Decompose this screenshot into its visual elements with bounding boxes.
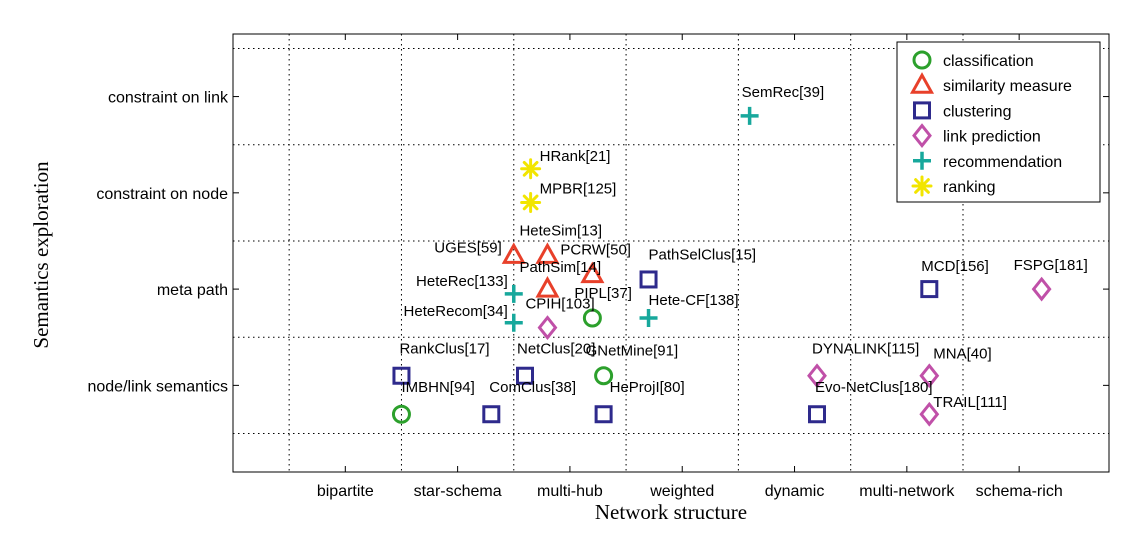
data-point-diamond — [539, 318, 555, 338]
data-point-label: SemRec[39] — [742, 84, 825, 101]
data-point-label: PCRW[50] — [560, 242, 631, 259]
x-tick-label: bipartite — [317, 483, 374, 500]
legend-label: ranking — [943, 179, 995, 196]
data-point-square — [810, 407, 825, 422]
data-point-asterisk — [522, 193, 540, 211]
data-point-diamond — [1034, 279, 1050, 299]
data-point-label: Hete-CF[138] — [649, 292, 739, 309]
data-point-label: TRAIL[111] — [933, 394, 1007, 411]
x-axis-title: Network structure — [595, 500, 747, 524]
data-point-label: HeteRecom[34] — [404, 303, 508, 320]
data-point-label: MNA[40] — [933, 346, 991, 363]
data-point-label: HeteRec[133] — [416, 273, 508, 290]
data-point-label: RankClus[17] — [399, 341, 489, 358]
data-point-label: MPBR[125] — [540, 180, 617, 197]
data-point-square — [641, 272, 656, 287]
x-tick-label: multi-hub — [537, 483, 603, 500]
legend: classification similarity measure clusteri… — [897, 42, 1100, 202]
data-point-triangle — [538, 279, 557, 296]
legend-label: recommendation — [943, 154, 1062, 171]
data-point-label: Evo-NetClus[180] — [815, 379, 933, 396]
y-tick-label: constraint on node — [96, 186, 228, 203]
legend-label: link prediction — [943, 129, 1041, 146]
data-point-label: IMBHN[94] — [401, 379, 474, 396]
data-point-square — [484, 407, 499, 422]
data-point-label: FSPG[181] — [1014, 257, 1088, 274]
x-tick-label: dynamic — [765, 483, 825, 500]
legend-marker-asterisk — [913, 177, 931, 195]
data-point-square — [596, 407, 611, 422]
data-point-label: PathSim[14] — [519, 259, 601, 276]
data-point-label: HRank[21] — [540, 148, 611, 165]
data-point-label: ComClus[38] — [489, 379, 576, 396]
legend-label: classification — [943, 53, 1034, 70]
data-point-plus — [741, 107, 759, 125]
y-tick-label: meta path — [157, 282, 228, 299]
data-point-label: GNetMine[91] — [586, 343, 679, 360]
data-point-square — [922, 282, 937, 297]
y-axis-title: Semantics exploration — [29, 161, 53, 349]
data-point-label: MCD[156] — [921, 258, 989, 275]
x-tick-label: star-schema — [414, 483, 502, 500]
data-point-label: HeProjI[80] — [610, 379, 685, 396]
x-tick-label: multi-network — [859, 483, 955, 500]
data-point-asterisk — [522, 160, 540, 178]
data-point-label: PathSelClus[15] — [649, 246, 757, 263]
data-point-label: NetClus[20] — [517, 341, 595, 358]
legend-label: similarity measure — [943, 78, 1072, 95]
data-point-plus — [640, 309, 658, 327]
x-tick-label: schema-rich — [976, 483, 1063, 500]
y-tick-label: constraint on link — [108, 90, 229, 107]
legend-label: clustering — [943, 103, 1011, 120]
y-tick-label: node/link semantics — [87, 378, 228, 395]
data-point-label: DYNALINK[115] — [812, 341, 919, 358]
data-point-label: CPIH[103] — [525, 296, 594, 313]
data-point-label: UGES[59] — [434, 239, 502, 256]
x-tick-label: weighted — [649, 483, 714, 500]
data-point-label: HeteSim[13] — [519, 222, 602, 239]
